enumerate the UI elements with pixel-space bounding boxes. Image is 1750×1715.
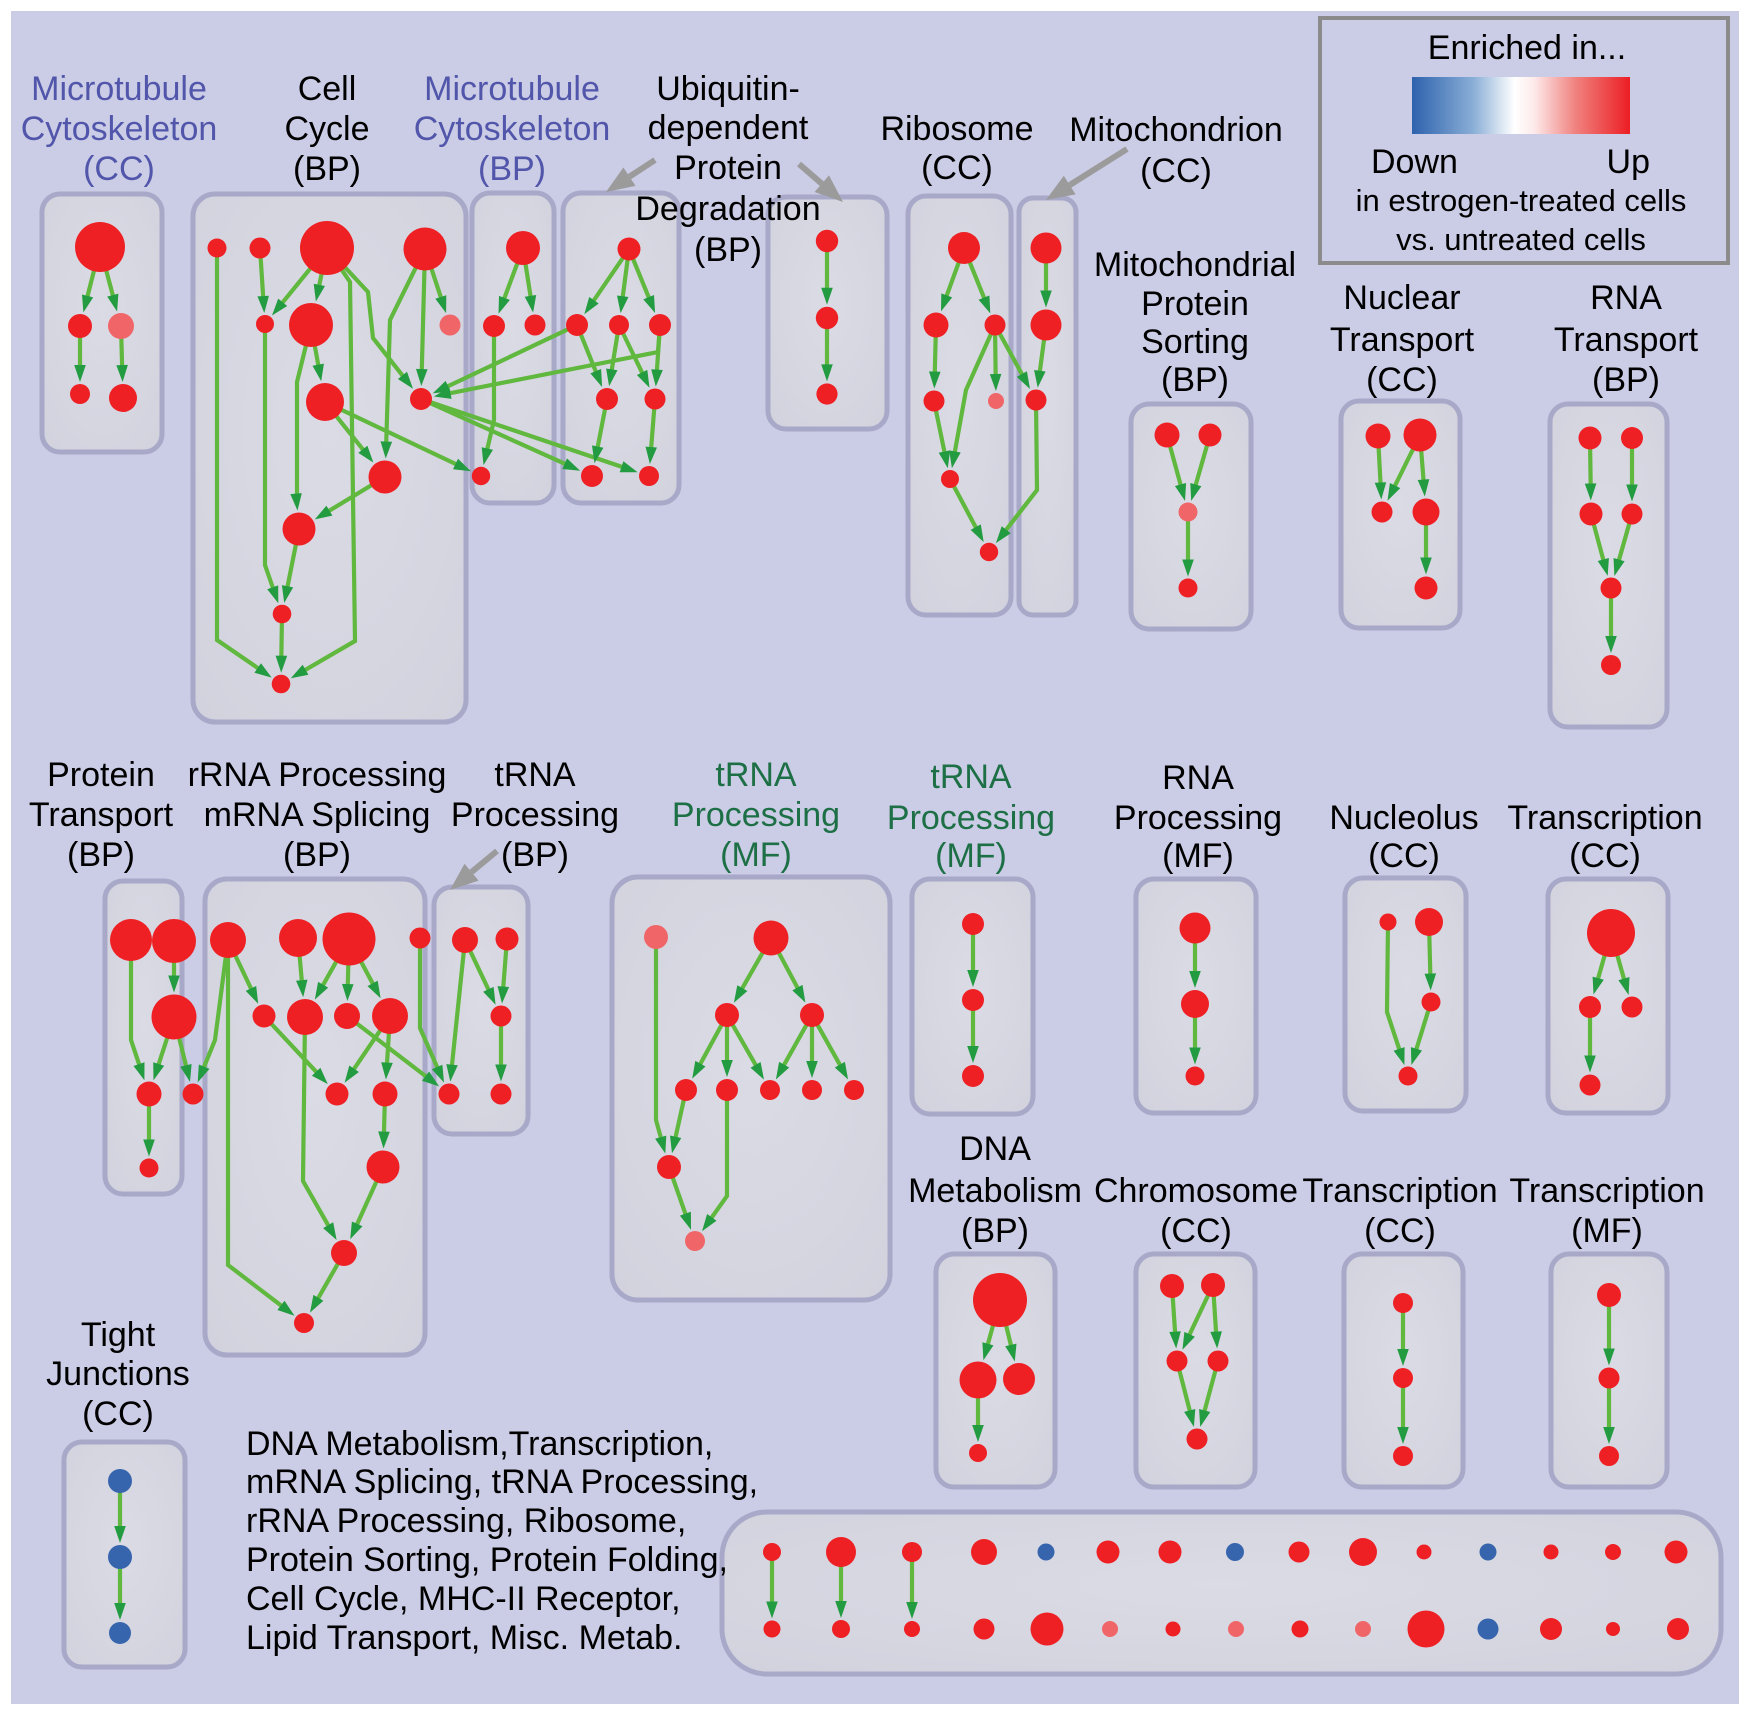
svg-text:(BP): (BP) [1161,361,1229,399]
svg-text:Nuclear: Nuclear [1343,279,1460,317]
svg-text:Up: Up [1607,143,1650,181]
svg-text:(BP): (BP) [961,1212,1029,1250]
svg-text:Down: Down [1371,143,1458,181]
svg-text:(MF): (MF) [935,837,1007,875]
svg-text:Junctions: Junctions [46,1355,190,1393]
svg-text:Transport: Transport [1554,321,1699,359]
svg-text:tRNA: tRNA [494,756,576,794]
svg-text:Ubiquitin-: Ubiquitin- [656,70,800,108]
svg-text:(BP): (BP) [694,231,762,269]
svg-text:Ribosome: Ribosome [880,110,1033,148]
svg-text:Enriched in...: Enriched in... [1428,29,1626,67]
svg-text:Transcription: Transcription [1302,1172,1497,1210]
svg-text:Transcription: Transcription [1509,1172,1704,1210]
svg-text:mRNA Splicing: mRNA Splicing [204,796,431,834]
svg-text:(CC): (CC) [1366,361,1438,399]
svg-text:(CC): (CC) [82,1395,154,1433]
svg-text:Processing: Processing [887,799,1055,837]
svg-text:(CC): (CC) [1569,837,1641,875]
svg-text:Transcription: Transcription [1507,799,1702,837]
svg-text:dependent: dependent [648,109,809,147]
svg-text:(BP): (BP) [501,836,569,874]
svg-text:Protein: Protein [1141,285,1249,323]
svg-text:rRNA Processing: rRNA Processing [188,756,447,794]
svg-text:(CC): (CC) [83,150,155,188]
svg-text:Lipid Transport, Misc. Metab.: Lipid Transport, Misc. Metab. [246,1619,683,1657]
svg-text:Cycle: Cycle [284,110,369,148]
svg-text:Cytoskeleton: Cytoskeleton [414,110,611,148]
svg-text:RNA: RNA [1590,279,1662,317]
svg-text:Microtubule: Microtubule [31,70,207,108]
svg-text:Processing: Processing [1114,799,1282,837]
svg-text:rRNA Processing, Ribosome,: rRNA Processing, Ribosome, [246,1502,686,1540]
svg-text:(MF): (MF) [1162,837,1234,875]
svg-text:tRNA: tRNA [930,758,1012,796]
svg-text:Mitochondrial: Mitochondrial [1094,246,1296,284]
svg-text:Chromosome: Chromosome [1094,1172,1298,1210]
svg-text:Nucleolus: Nucleolus [1329,799,1478,837]
svg-text:Transport: Transport [29,796,174,834]
svg-text:Cytoskeleton: Cytoskeleton [21,110,218,148]
svg-text:Cell Cycle, MHC-II Receptor,: Cell Cycle, MHC-II Receptor, [246,1580,681,1618]
svg-text:(MF): (MF) [1571,1212,1643,1250]
svg-text:Transport: Transport [1330,321,1475,359]
svg-text:RNA: RNA [1162,759,1234,797]
svg-text:(BP): (BP) [293,150,361,188]
svg-text:Protein: Protein [47,756,155,794]
svg-text:tRNA: tRNA [715,756,797,794]
svg-text:(CC): (CC) [1364,1212,1436,1250]
svg-text:Sorting: Sorting [1141,323,1249,361]
svg-text:Protein Sorting, Protein Foldi: Protein Sorting, Protein Folding, [246,1541,728,1579]
svg-text:(BP): (BP) [67,836,135,874]
svg-text:in estrogen-treated cells: in estrogen-treated cells [1356,183,1687,218]
svg-text:Processing: Processing [451,796,619,834]
svg-text:Protein: Protein [674,149,782,187]
svg-text:Processing: Processing [672,796,840,834]
svg-text:(BP): (BP) [1592,361,1660,399]
svg-text:(CC): (CC) [921,149,993,187]
svg-text:Degradation: Degradation [635,190,820,228]
svg-text:Mitochondrion: Mitochondrion [1069,111,1283,149]
svg-text:Cell: Cell [298,70,357,108]
svg-text:Tight: Tight [81,1316,156,1354]
svg-text:DNA Metabolism,Transcription,: DNA Metabolism,Transcription, [246,1425,713,1463]
svg-text:Metabolism: Metabolism [908,1172,1082,1210]
svg-text:(MF): (MF) [720,836,792,874]
svg-text:(CC): (CC) [1368,837,1440,875]
svg-text:(CC): (CC) [1160,1212,1232,1250]
svg-text:mRNA Splicing, tRNA Processing: mRNA Splicing, tRNA Processing, [246,1463,758,1501]
svg-text:(BP): (BP) [478,150,546,188]
svg-text:vs. untreated cells: vs. untreated cells [1396,222,1646,257]
svg-text:DNA: DNA [959,1130,1031,1168]
svg-text:Microtubule: Microtubule [424,70,600,108]
svg-text:(CC): (CC) [1140,152,1212,190]
svg-text:(BP): (BP) [283,836,351,874]
